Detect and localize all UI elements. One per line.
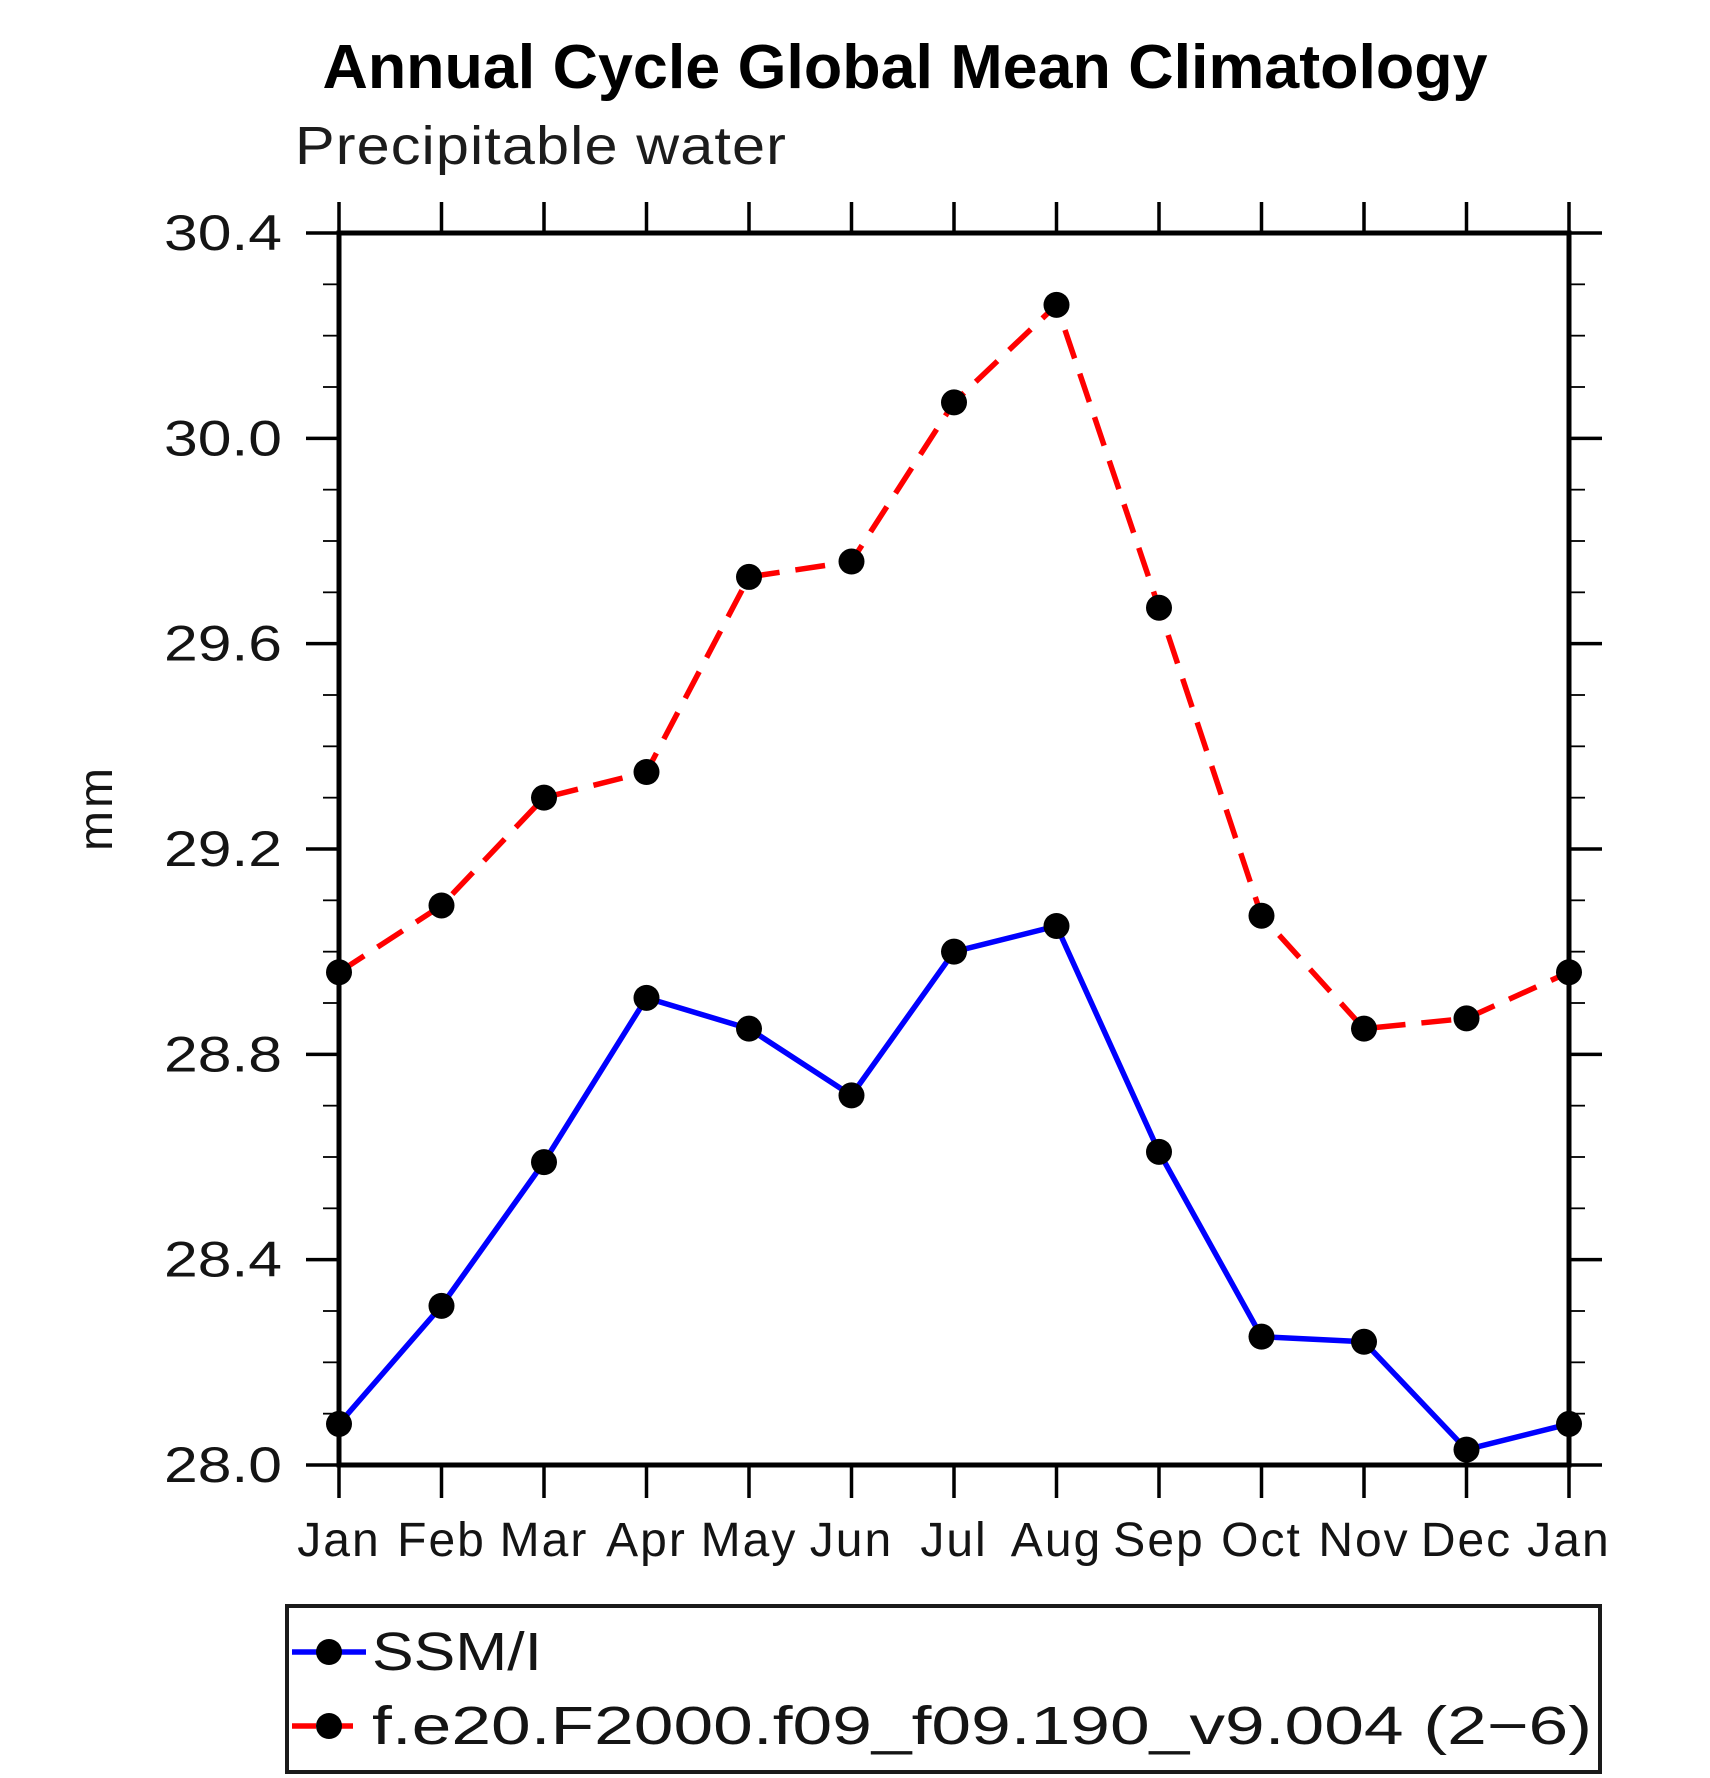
x-axis-tick-label: Jul (920, 1514, 987, 1567)
data-point-marker (941, 938, 967, 965)
data-point-marker (1453, 1436, 1480, 1463)
data-point-marker (633, 759, 660, 785)
x-axis-tick-label: Jun (810, 1514, 893, 1567)
x-axis-tick-label: Jan (297, 1514, 380, 1567)
data-point-marker (1043, 913, 1070, 939)
y-axis-tick-label: 28.4 (164, 1232, 282, 1288)
legend-label-ssmi: SSM/I (372, 1622, 542, 1682)
data-point-marker (736, 1015, 762, 1042)
data-point-marker (838, 1082, 865, 1109)
data-point-marker (326, 959, 352, 986)
x-axis-tick-label: May (701, 1514, 798, 1567)
data-point-marker (1043, 291, 1070, 318)
legend-marker-ssmi (316, 1639, 342, 1665)
x-axis-tick-label: Aug (1011, 1514, 1102, 1567)
x-axis-tick-label: Sep (1113, 1514, 1204, 1567)
data-point-marker (1248, 1323, 1275, 1350)
data-point-marker (531, 784, 557, 811)
plot-axes: 28.0 28.4 28.8 29.2 29.6 30.0 30.4 Jan Feb Mar Apr… (164, 202, 1610, 1567)
chart-title: Annual Cycle Global Mean Climatology (323, 33, 1489, 102)
data-point-marker (633, 984, 660, 1011)
y-axis-label: mm (70, 765, 123, 851)
plot-frame (336, 230, 1572, 1468)
y-axis-tick-label: 30.0 (164, 410, 282, 466)
data-point-marker (1146, 594, 1172, 621)
data-point-marker (736, 563, 762, 590)
data-point-marker (1146, 1138, 1172, 1165)
legend: SSM/I f.e20.F2000.f09_f09.190_v9.004 (2−… (285, 1604, 1602, 1774)
data-point-marker (1351, 1328, 1377, 1355)
data-point-marker (531, 1149, 557, 1176)
data-point-marker (428, 1292, 455, 1319)
plot-series (326, 291, 1582, 1463)
x-axis-tick-label: Oct (1221, 1514, 1302, 1567)
legend-label-model: f.e20.F2000.f09_f09.190_v9.004 (2−6) (372, 1696, 1592, 1756)
data-point-marker (1556, 1410, 1582, 1437)
data-point-marker (1351, 1015, 1377, 1042)
data-point-marker (941, 389, 967, 416)
data-point-marker (1453, 1005, 1480, 1032)
data-point-marker (428, 892, 455, 919)
chart-subtitle: Precipitable water (295, 116, 787, 176)
y-axis-tick-label: 28.0 (164, 1437, 282, 1493)
x-axis-tick-label: Mar (500, 1514, 589, 1567)
x-axis-tick-label: Apr (606, 1514, 687, 1567)
y-axis-tick-label: 29.6 (164, 616, 282, 672)
y-axis-tick-label: 30.4 (164, 205, 282, 261)
data-point-marker (1248, 902, 1275, 929)
data-point-marker (838, 548, 865, 575)
x-axis-tick-label: Dec (1421, 1514, 1512, 1567)
y-axis-tick-label: 28.8 (164, 1026, 282, 1082)
data-point-marker (326, 1410, 352, 1437)
y-axis-tick-label: 29.2 (164, 821, 282, 877)
x-axis-tick-label: Feb (397, 1514, 486, 1567)
x-axis-tick-label: Nov (1318, 1514, 1409, 1567)
ssmi-line (336, 923, 1570, 1453)
x-axis-tick-label: Jan (1527, 1514, 1610, 1567)
data-point-marker (1556, 959, 1582, 986)
legend-marker-model (316, 1713, 342, 1739)
legend-box (285, 1604, 1602, 1774)
